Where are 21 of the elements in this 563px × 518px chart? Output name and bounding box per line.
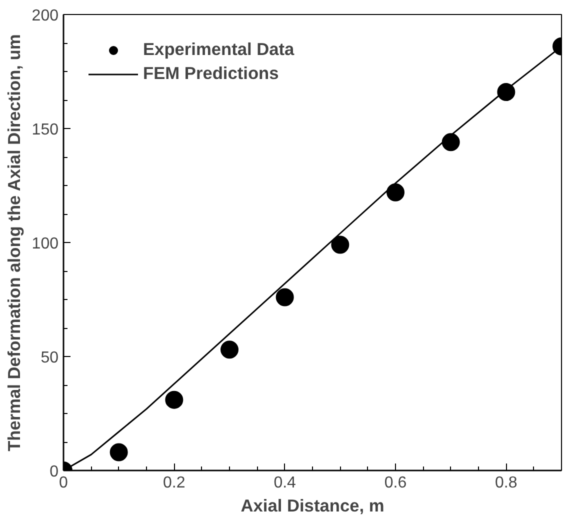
point	[331, 236, 350, 254]
point	[442, 133, 460, 152]
x-tick-label: 0.2	[163, 474, 186, 492]
point	[110, 443, 128, 462]
point	[497, 83, 516, 102]
point	[220, 340, 238, 359]
y-tick-label: 150	[32, 122, 59, 138]
point	[165, 390, 184, 409]
legend-label: FEM Predictions	[143, 63, 279, 84]
y-tick-label: 200	[32, 8, 59, 24]
y-axis-title: Thermal Deformation along the Axial Direction, um	[4, 34, 24, 452]
x-tick-label: 0.8	[495, 474, 518, 492]
y-tick-label: 100	[32, 236, 59, 252]
y-tick-label: 50	[40, 350, 59, 366]
x-tick-label: 0.6	[384, 474, 407, 492]
x-axis-title: Axial Distance, m	[240, 496, 384, 516]
legend-label: Experimental Data	[143, 39, 294, 60]
x-tick-label: 0.4	[274, 474, 296, 492]
point	[276, 288, 294, 306]
y-tick-label: 0	[50, 464, 59, 480]
point	[386, 183, 404, 202]
